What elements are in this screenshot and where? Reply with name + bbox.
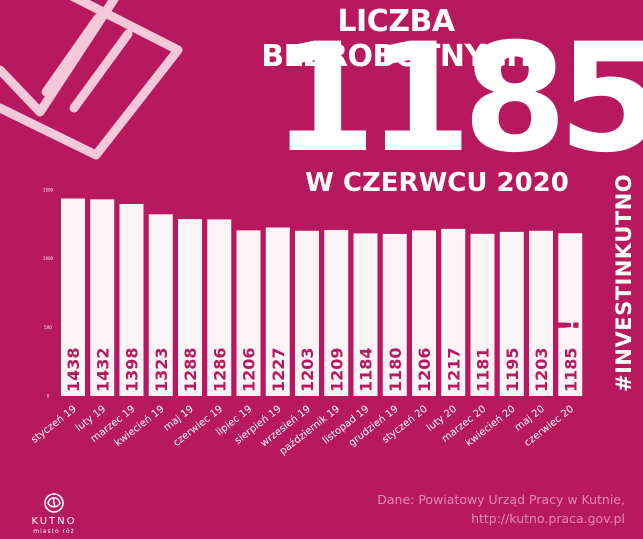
highlight-marker: !	[551, 318, 586, 332]
value-label: 1209	[327, 347, 346, 392]
x-tick-label: styczeń 19	[29, 403, 79, 446]
value-label: 1181	[474, 347, 493, 392]
bar	[295, 230, 319, 396]
value-label: 1180	[386, 347, 405, 392]
bar	[61, 198, 85, 396]
value-label: 1432	[93, 347, 112, 392]
value-label: 1206	[240, 347, 259, 392]
bar	[441, 228, 466, 396]
value-label: 1323	[152, 347, 171, 392]
bar	[178, 219, 202, 396]
logo-name: KUTNO	[31, 516, 77, 527]
bar	[119, 204, 144, 396]
y-axis: 1500 1000 500 0	[43, 188, 54, 399]
rose-icon	[44, 493, 64, 513]
y-tick-label: 1500	[43, 188, 54, 193]
bar	[324, 229, 349, 396]
bar	[353, 233, 378, 396]
headline-subtitle: W CZERWCU 2020	[305, 168, 569, 198]
x-tick-label: kwiecień 19	[112, 403, 166, 449]
bar	[499, 231, 524, 396]
x-tick-label: kwiecień 20	[463, 403, 517, 449]
value-label: 1438	[64, 347, 83, 392]
y-tick-label: 500	[44, 325, 52, 330]
value-label: 1184	[357, 347, 376, 392]
value-label: 1203	[532, 347, 551, 392]
bar	[529, 230, 553, 396]
source-note: Dane: Powiatowy Urząd Pracy w Kutnie, ht…	[377, 492, 625, 526]
value-label: 1286	[210, 347, 229, 392]
headline-title: LICZBA BEZROBOTNYCH	[261, 4, 531, 74]
x-tick-label: grudzień 19	[346, 403, 400, 449]
bar	[382, 233, 407, 396]
bar	[148, 214, 173, 396]
bar	[412, 230, 436, 396]
logo-tagline: miasto róż	[33, 528, 75, 535]
value-label: 1203	[298, 347, 317, 392]
y-tick-label: 1000	[43, 256, 54, 261]
value-label: 1185	[561, 347, 580, 392]
bar	[265, 227, 290, 396]
value-labels: 1438 1432 1398 1323 1288 1286 1206 1227 1203 1209…	[64, 347, 580, 392]
exclamation-marker: !	[551, 318, 586, 332]
bar	[558, 233, 583, 396]
bar	[236, 230, 261, 396]
value-label: 1288	[181, 347, 200, 392]
value-label: 1398	[123, 347, 142, 392]
headline-number: 1185	[272, 12, 643, 186]
bars	[61, 198, 583, 396]
value-label: 1227	[269, 347, 288, 392]
bar	[470, 233, 495, 396]
value-label: 1206	[415, 347, 434, 392]
hashtag-label: #INVESTINKUTNO	[612, 173, 636, 392]
kutno-logo: KUTNO miasto róż	[14, 490, 94, 535]
bar	[207, 219, 232, 396]
bar	[90, 199, 115, 396]
value-label: 1195	[503, 347, 522, 392]
value-label: 1217	[444, 347, 463, 392]
y-tick-label: 0	[47, 394, 50, 399]
pencil-illustration	[0, 0, 183, 160]
